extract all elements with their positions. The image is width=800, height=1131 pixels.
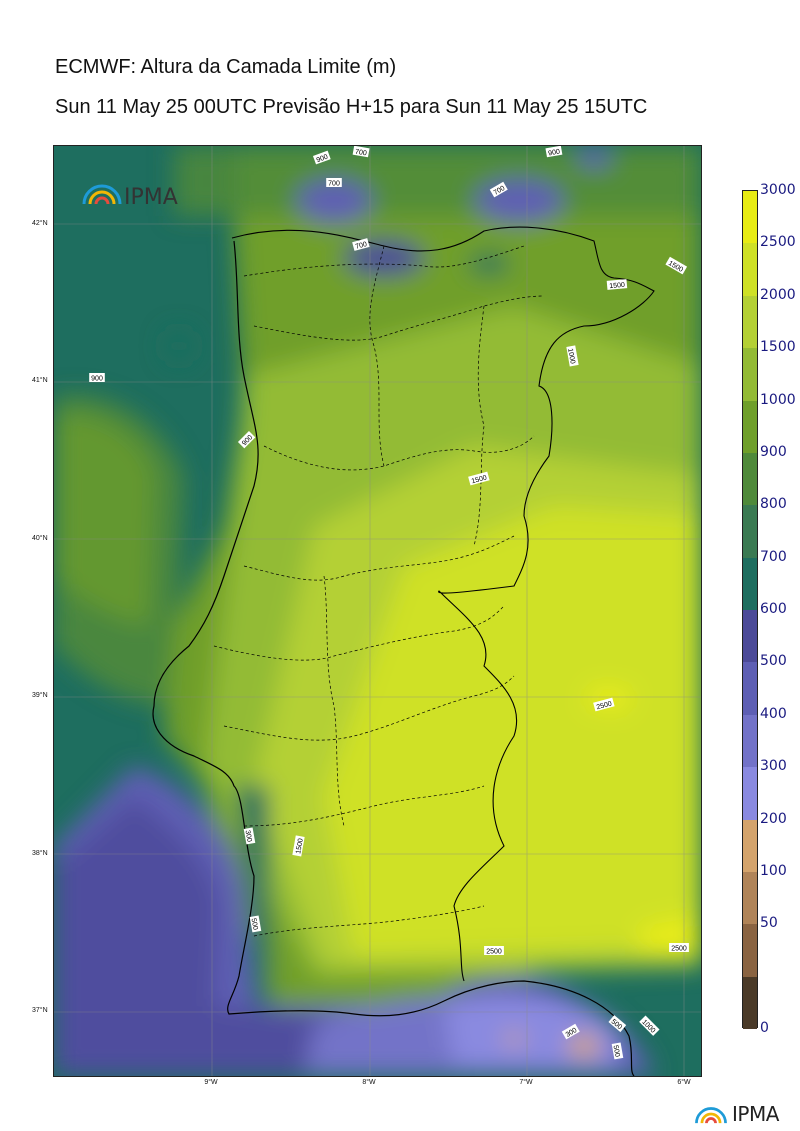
contour-label: 1500: [292, 835, 305, 857]
map-logo: [82, 184, 122, 205]
contour-label: 700: [489, 181, 508, 198]
footer-logo-text: IPMA: [732, 1102, 779, 1126]
colorbar-tick-label: 800: [760, 496, 787, 513]
colorbar-tick-label: 1000: [760, 391, 796, 408]
svg-text:2500: 2500: [486, 949, 502, 956]
contour-label: 500: [250, 915, 262, 933]
contour-label: 1500: [468, 471, 490, 486]
colorbar-segment: [743, 610, 757, 663]
colorbar-tick-label: 3000: [760, 182, 796, 198]
svg-text:1000: 1000: [566, 348, 576, 365]
graticule: [54, 146, 701, 1076]
svg-text:2500: 2500: [671, 946, 687, 953]
svg-text:700: 700: [355, 241, 368, 251]
colorbar-segment: [743, 505, 757, 558]
colorbar-segment: [743, 400, 757, 453]
colorbar-segment: [743, 243, 757, 296]
contour-label: 900: [312, 150, 331, 165]
colorbar-segment: [743, 295, 757, 349]
colorbar-segment: [743, 714, 757, 768]
svg-text:1500: 1500: [609, 282, 625, 290]
lat-label-38: 38°N: [32, 850, 48, 857]
colorbar-segment: [743, 557, 757, 610]
contour-label: 500: [612, 1042, 624, 1060]
map-logo-text: IPMA: [124, 185, 178, 210]
contour-labels: 9007007009007007001500150010009009001500…: [89, 146, 689, 1060]
colorbar-tick-label: 2000: [760, 286, 796, 303]
footer-logo: IPMA: [694, 1102, 779, 1126]
lat-label-41: 41°N: [32, 377, 48, 384]
lon-label-7w: 7°W: [519, 1079, 533, 1086]
colorbar: [742, 190, 758, 1029]
svg-text:900: 900: [91, 376, 103, 383]
map-subtitle: Sun 11 May 25 00UTC Previsão H+15 para S…: [55, 96, 648, 118]
colorbar-segment: [743, 924, 757, 977]
svg-text:500: 500: [250, 918, 259, 931]
map-title: ECMWF: Altura da Camada Limite (m): [55, 56, 397, 78]
colorbar-tick-label: 0: [760, 1020, 769, 1036]
contour-label: 300: [244, 827, 256, 845]
colorbar-segment: [743, 819, 757, 872]
svg-text:500: 500: [612, 1045, 621, 1058]
svg-text:900: 900: [316, 154, 329, 165]
colorbar-tick-label: 700: [760, 548, 787, 565]
contour-label: 2500: [484, 946, 504, 956]
colorbar-segment: [743, 976, 757, 1029]
svg-text:300: 300: [565, 1027, 579, 1039]
colorbar-tick-label: 300: [760, 758, 787, 775]
contour-label: 900: [89, 373, 105, 383]
contour-label: 700: [352, 238, 370, 251]
svg-text:2500: 2500: [596, 701, 613, 712]
colorbar-tick-label: 50: [760, 915, 778, 932]
colorbar-tick-label: 200: [760, 810, 787, 827]
colorbar-tick-label: 100: [760, 862, 787, 879]
lat-label-37: 37°N: [32, 1007, 48, 1014]
contour-label: 900: [545, 146, 563, 158]
contour-label: 2500: [669, 943, 689, 953]
colorbar-segment: [743, 348, 757, 401]
colorbar-tick-label: 900: [760, 443, 787, 460]
contour-label: 300: [561, 1023, 580, 1040]
colorbar-segment: [743, 871, 757, 925]
lon-label-9w: 9°W: [204, 1079, 218, 1086]
contour-label: 700: [352, 146, 370, 158]
lat-label-40: 40°N: [32, 535, 48, 542]
ipma-logo-icon: [695, 1107, 727, 1124]
svg-text:1500: 1500: [471, 475, 488, 486]
lat-label-42: 42°N: [32, 220, 48, 227]
contour-label: 700: [326, 178, 342, 188]
contour-label: 1000: [566, 345, 579, 367]
svg-text:1500: 1500: [295, 838, 305, 855]
colorbar-tick-label: 500: [760, 653, 787, 670]
boundary-layer-height-map: 900 700 700 900 700 700 1500 1500 1000 900 900 1500…: [53, 145, 702, 1077]
colorbar-tick-label: 2500: [760, 234, 796, 251]
contour-label: 1500: [606, 279, 628, 290]
colorbar-tick-label: 1500: [760, 339, 796, 356]
svg-text:900: 900: [548, 149, 561, 158]
colorbar-tick-label: 600: [760, 601, 787, 617]
lon-label-6w: 6°W: [677, 1079, 691, 1086]
contour-label: 2500: [593, 697, 615, 712]
district-boundaries: [213, 245, 545, 937]
svg-text:700: 700: [328, 181, 340, 188]
colorbar-segment: [743, 662, 757, 715]
svg-text:700: 700: [493, 185, 507, 197]
lon-label-8w: 8°W: [362, 1079, 376, 1086]
svg-text:300: 300: [244, 830, 253, 843]
colorbar-segment: [743, 191, 757, 244]
spain-border: [231, 226, 655, 982]
colorbar-segment: [743, 767, 757, 820]
svg-text:700: 700: [354, 149, 367, 158]
lat-label-39: 39°N: [32, 692, 48, 699]
colorbar-tick-label: 400: [760, 705, 787, 722]
colorbar-segment: [743, 452, 757, 506]
